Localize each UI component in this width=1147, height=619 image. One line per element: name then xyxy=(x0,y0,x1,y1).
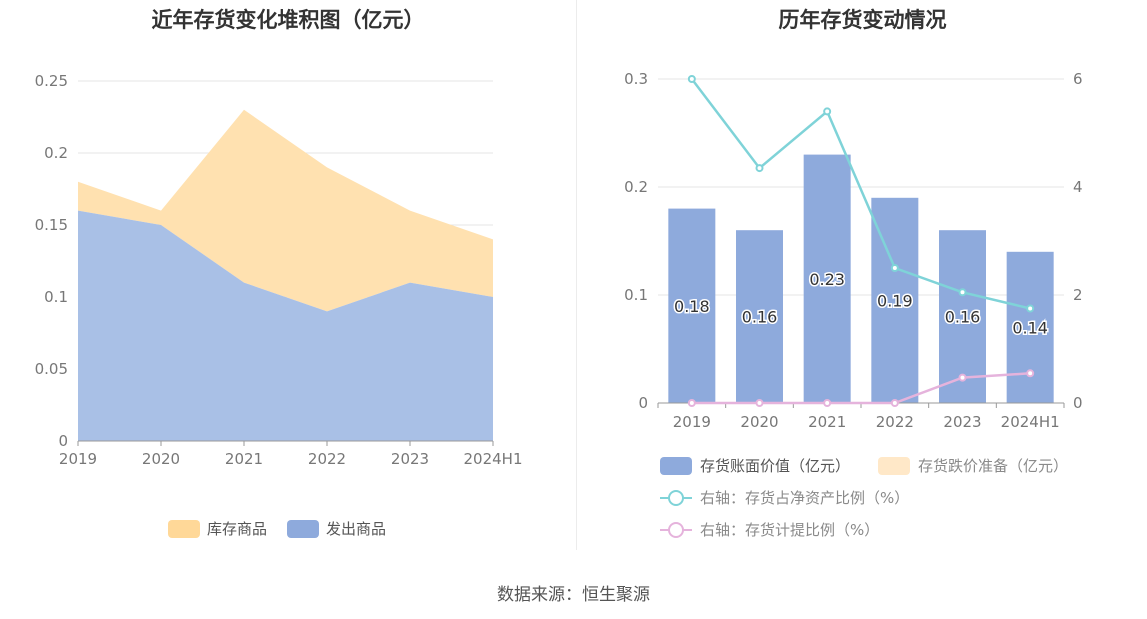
left-legend-swatch xyxy=(287,520,319,538)
left-chart-title: 近年存货变化堆积图（亿元） xyxy=(151,8,425,32)
provision-ratio-point xyxy=(958,373,967,382)
bar-value-label: 0.19 xyxy=(877,291,913,310)
left-legend-label: 发出商品 xyxy=(326,520,386,538)
net-asset-ratio-point xyxy=(958,288,967,297)
left-y-tick-label: 0.05 xyxy=(35,360,68,378)
bar-value-label: 0.16 xyxy=(742,308,778,327)
inventory-bar xyxy=(1006,251,1054,403)
left-legend-swatch xyxy=(168,520,200,538)
net-asset-ratio-point xyxy=(1026,304,1035,313)
right-y-left-tick-label: 0 xyxy=(638,394,648,412)
left-x-tick-label: 2022 xyxy=(308,450,346,468)
net-asset-ratio-point xyxy=(823,107,832,116)
provision-ratio-point xyxy=(687,399,696,407)
right-legend-label: 右轴：存货计提比例（%） xyxy=(700,521,879,539)
left-x-tick-label: 2020 xyxy=(142,450,180,468)
right-y-right-tick-label: 2 xyxy=(1073,286,1083,304)
right-legend-swatch xyxy=(878,457,910,475)
provision-ratio-point xyxy=(823,399,832,407)
right-legend-label: 存货账面价值（亿元） xyxy=(700,457,850,475)
left-y-tick-label: 0.15 xyxy=(35,216,68,234)
left-x-tick-label: 2024H1 xyxy=(464,450,523,468)
right-y-left-tick-label: 0.1 xyxy=(624,286,648,304)
inventory-bar xyxy=(736,230,783,403)
provision-ratio-point xyxy=(1026,369,1035,378)
right-legend-label: 存货跌价准备（亿元） xyxy=(918,457,1068,475)
right-y-left-tick-label: 0.2 xyxy=(624,178,648,196)
right-y-right-tick-label: 6 xyxy=(1073,70,1083,88)
left-legend-label: 库存商品 xyxy=(207,520,267,538)
data-source: 数据来源：恒生聚源 xyxy=(497,585,650,605)
bar-value-label: 0.18 xyxy=(674,297,710,316)
provision-ratio-point xyxy=(890,399,899,407)
inventory-bar xyxy=(668,208,716,403)
bar-value-label: 0.23 xyxy=(809,270,845,289)
left-y-tick-label: 0.25 xyxy=(35,72,68,90)
left-x-tick-label: 2021 xyxy=(225,450,263,468)
left-y-tick-label: 0.1 xyxy=(44,288,68,306)
right-y-right-tick-label: 4 xyxy=(1073,178,1083,196)
left-y-tick-label: 0.2 xyxy=(44,144,68,162)
right-x-tick-label: 2023 xyxy=(943,413,981,431)
net-asset-ratio-point xyxy=(755,164,764,173)
right-x-tick-label: 2022 xyxy=(876,413,914,431)
chart-divider xyxy=(576,0,577,550)
inventory-bar xyxy=(803,154,851,403)
net-asset-ratio-point xyxy=(687,75,696,83)
right-legend-swatch xyxy=(660,457,692,475)
right-x-tick-label: 2024H1 xyxy=(1001,413,1060,431)
left-y-tick-label: 0 xyxy=(58,432,68,450)
right-legend-marker xyxy=(668,522,684,538)
area-fachu-shangpin xyxy=(78,210,493,441)
right-x-tick-label: 2021 xyxy=(808,413,846,431)
net-asset-ratio-line xyxy=(690,78,1031,310)
provision-ratio-line xyxy=(691,372,1031,405)
area-kucun-shangpin xyxy=(78,109,493,312)
left-x-tick-label: 2019 xyxy=(59,450,97,468)
right-chart-title: 历年存货变动情况 xyxy=(778,8,947,32)
net-asset-ratio-point xyxy=(890,264,899,272)
bar-value-label: 0.14 xyxy=(1012,318,1048,337)
right-y-right-tick-label: 0 xyxy=(1073,394,1083,412)
bar-value-label: 0.16 xyxy=(945,308,981,327)
right-legend-marker xyxy=(668,490,684,506)
right-legend-label: 右轴：存货占净资产比例（%） xyxy=(700,489,909,507)
left-x-tick-label: 2023 xyxy=(391,450,429,468)
right-y-left-tick-label: 0.3 xyxy=(624,70,648,88)
right-x-tick-label: 2020 xyxy=(740,413,778,431)
provision-ratio-point xyxy=(755,399,764,407)
right-x-tick-label: 2019 xyxy=(673,413,711,431)
